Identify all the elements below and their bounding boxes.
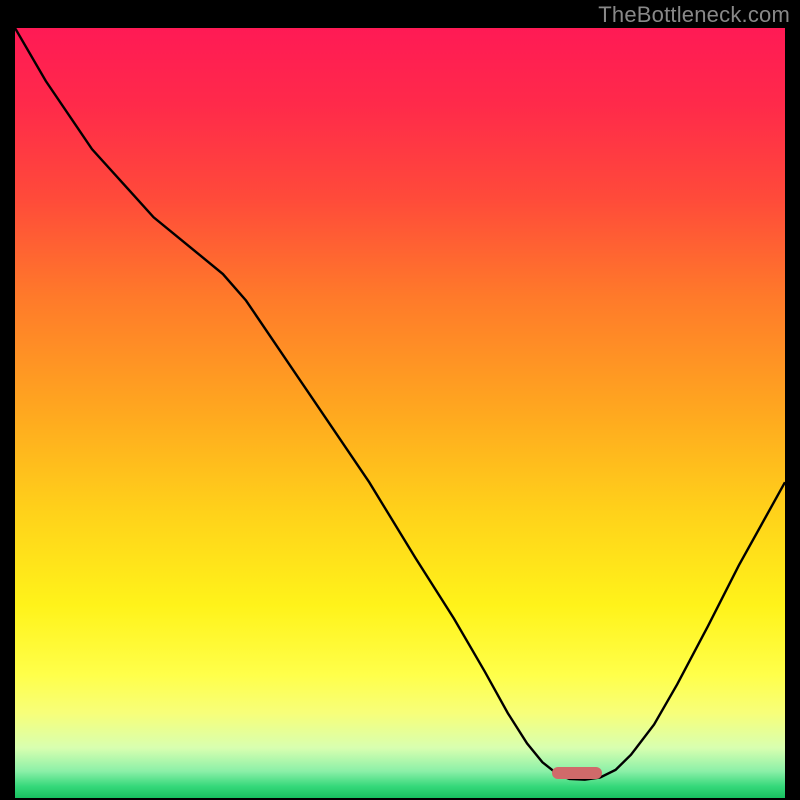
plot-area [15,28,785,785]
optimal-marker [552,767,602,779]
watermark-label: TheBottleneck.com [598,2,790,28]
bottleneck-curve [15,28,785,785]
chart-frame: TheBottleneck.com [0,0,800,800]
